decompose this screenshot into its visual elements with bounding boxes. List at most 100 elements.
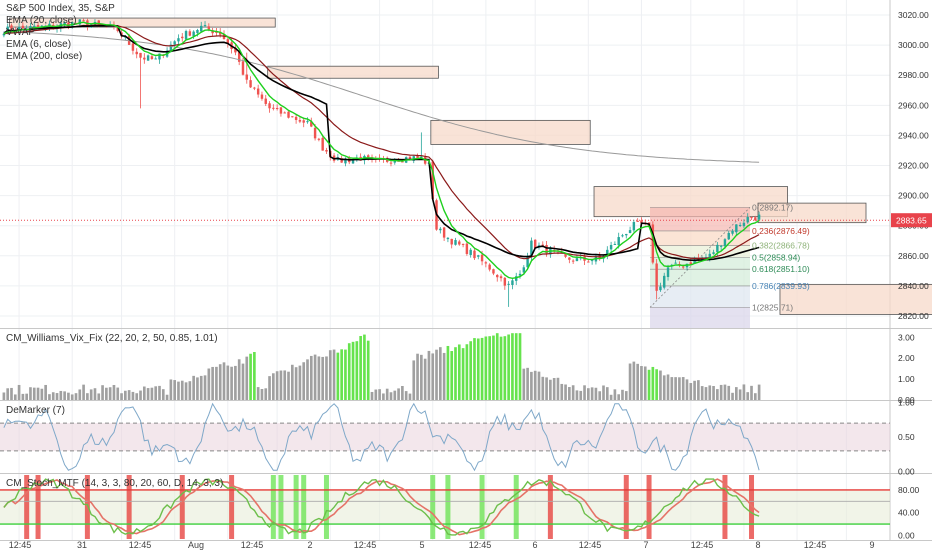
vix-fix-bar xyxy=(340,349,343,400)
candle-body xyxy=(439,228,442,231)
candle-body xyxy=(158,53,161,60)
vix-fix-bar xyxy=(518,333,522,400)
candle-body xyxy=(393,160,396,163)
candle-body xyxy=(461,243,465,245)
vix-fix-bar xyxy=(154,386,158,400)
vix-fix-bar xyxy=(689,383,693,400)
vix-fix-bar xyxy=(640,366,643,400)
candle-body xyxy=(200,25,203,32)
stoch-tick-label: 0.00 xyxy=(898,530,915,540)
stoch-signal-bar xyxy=(547,475,553,539)
vix-fix-bar xyxy=(298,365,302,400)
candle-body xyxy=(420,156,423,158)
vix-fix-bar xyxy=(366,340,370,400)
legend-ema6[interactable]: EMA (6, close) xyxy=(6,39,72,50)
candle-body xyxy=(507,283,510,285)
vix-fix-bar xyxy=(571,385,575,400)
candle-body xyxy=(727,232,730,240)
vix-fix-bar xyxy=(192,375,195,400)
candle-body xyxy=(738,225,742,227)
vix-fix-bar xyxy=(25,393,28,400)
time-axis-label: 12:45 xyxy=(579,540,602,550)
vix-fix-bar xyxy=(287,371,290,400)
time-axis-label: 12:45 xyxy=(354,540,377,550)
stoch-signal-bar xyxy=(24,475,30,539)
demarker-tick-label: 1.00 xyxy=(898,397,915,407)
price-tick-label: 3020.00 xyxy=(898,10,929,20)
time-axis-label: 9 xyxy=(869,540,874,550)
candle-body xyxy=(716,244,719,253)
vix-fix-bar xyxy=(712,386,715,400)
vix-fix-bar xyxy=(112,384,116,400)
vix-fix-bar xyxy=(662,375,666,400)
vix-fix-bar xyxy=(253,352,256,400)
fib-level-label: 1(2825.71) xyxy=(752,302,793,312)
candle-body xyxy=(188,31,192,36)
candle-body xyxy=(272,107,275,109)
ema20-line xyxy=(3,24,760,260)
demarker-tick-label: 0.00 xyxy=(898,467,915,477)
candle-body xyxy=(184,31,188,40)
vix-fix-bar xyxy=(165,394,169,400)
vix-fix-bar xyxy=(651,366,655,400)
vix-fix-bar xyxy=(142,386,146,400)
vix-fix-bar xyxy=(681,377,685,400)
vix-fix-bar xyxy=(746,392,750,400)
legend-vwap[interactable]: VWAP xyxy=(6,27,36,38)
candle-body xyxy=(575,258,579,262)
candle-body xyxy=(511,280,514,285)
vix-fix-bar xyxy=(321,356,325,400)
vix-fix-bar xyxy=(704,387,708,400)
legend-ema20[interactable]: EMA (20, close) xyxy=(6,15,77,26)
time-axis-label: 12:45 xyxy=(9,540,32,550)
vix-fix-bar xyxy=(207,368,211,400)
vix-fix-bar xyxy=(169,379,173,400)
vix-fix-bar xyxy=(222,362,226,400)
candle-body xyxy=(211,30,214,34)
supply-demand-zone xyxy=(267,65,439,79)
stoch-signal-bar xyxy=(513,475,519,539)
legend-ema200[interactable]: EMA (200, close) xyxy=(6,51,83,62)
fib-band xyxy=(650,245,750,258)
stoch-mtf-title[interactable]: CM_Stoch_MTF (14, 3, 3, 80, 20, 60, D, 1… xyxy=(6,478,224,489)
vix-fix-bar xyxy=(670,377,674,400)
vix-fix-bar xyxy=(124,390,127,400)
vix-fix-bar xyxy=(526,367,529,400)
candle-body xyxy=(681,266,685,268)
vix-fix-title[interactable]: CM_Williams_Vix_Fix (22, 20, 2, 50, 0.85… xyxy=(6,333,218,344)
vix-fix-bar xyxy=(461,348,465,400)
candle-body xyxy=(746,216,749,223)
candle-body xyxy=(469,249,472,255)
vix-fix-bar xyxy=(647,369,651,400)
candle-body xyxy=(207,26,211,30)
vix-fix-bar xyxy=(397,388,400,400)
vwap-line xyxy=(3,24,760,261)
candle-body xyxy=(241,61,245,75)
demarker-title[interactable]: DeMarker (7) xyxy=(6,405,65,416)
candle-body xyxy=(564,253,567,257)
vix-fix-bar xyxy=(435,349,438,400)
candle-body xyxy=(256,88,260,95)
time-axis-label: 6 xyxy=(532,540,537,550)
vix-tick-label: 0.00 xyxy=(898,395,915,405)
candle-body xyxy=(708,253,711,259)
vix-fix-bar xyxy=(503,336,507,400)
price-tick-label: 2920.00 xyxy=(898,161,929,171)
vix-fix-bar xyxy=(621,389,624,400)
vix-fix-bar xyxy=(450,351,454,400)
vix-fix-bar xyxy=(199,375,203,400)
vix-fix-bar xyxy=(499,336,503,400)
fib-band xyxy=(650,307,750,328)
candle-body xyxy=(621,235,624,237)
candle-body xyxy=(499,276,503,279)
vix-fix-bar xyxy=(697,380,700,400)
stoch-signal-bar xyxy=(445,475,451,539)
candle-body xyxy=(492,269,495,274)
vix-fix-bar xyxy=(272,373,275,400)
candle-body xyxy=(226,39,230,44)
price-tick-label: 2960.00 xyxy=(898,100,929,110)
vix-fix-bar xyxy=(344,349,347,400)
stoch-k-line xyxy=(3,478,760,536)
vix-fix-bar xyxy=(67,392,70,400)
